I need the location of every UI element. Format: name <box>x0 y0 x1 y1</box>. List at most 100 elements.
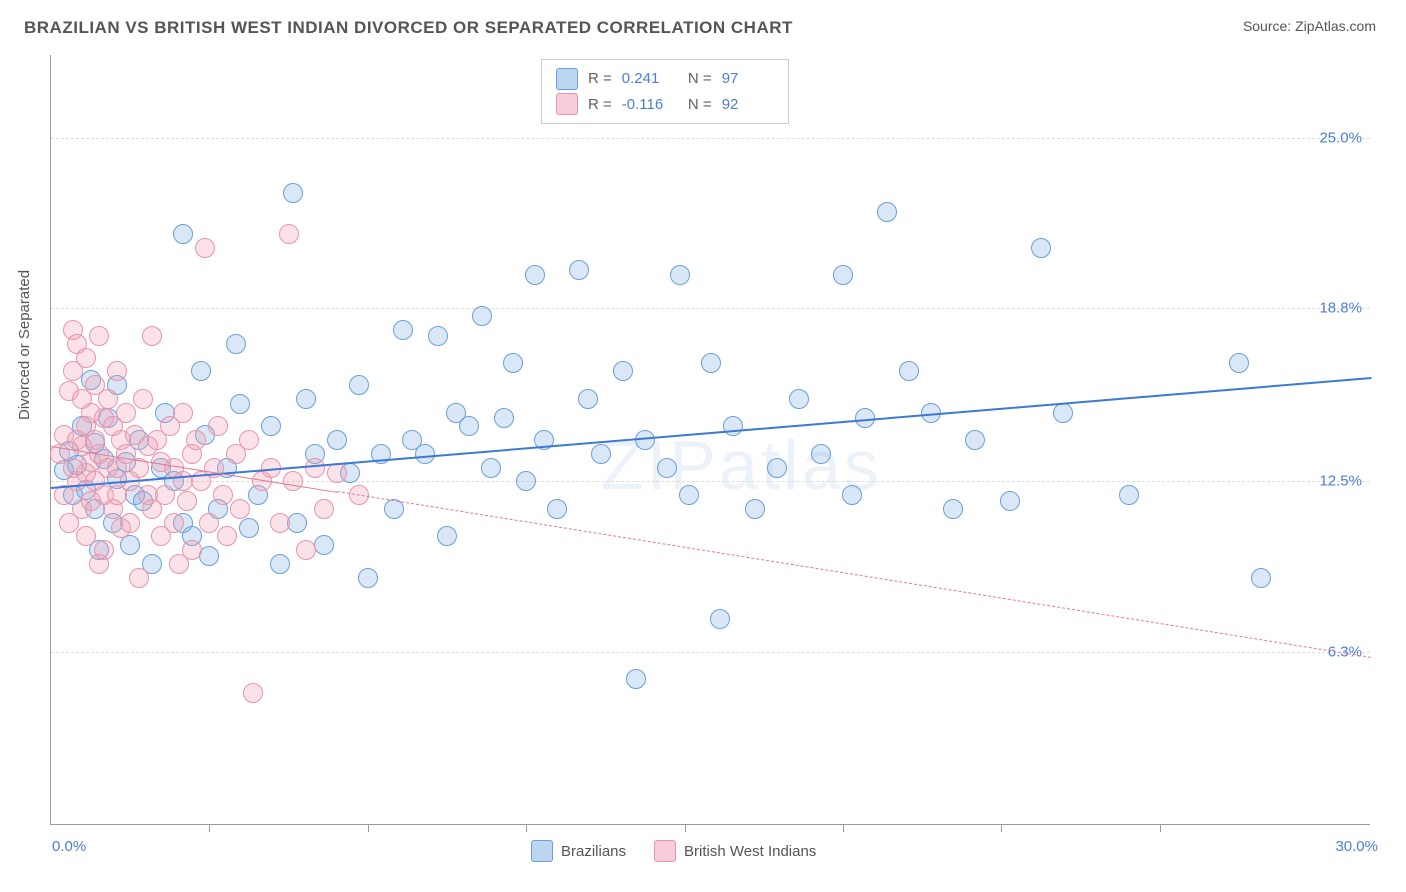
data-point <box>811 444 831 464</box>
correlation-stats-box: R = 0.241 N = 97R = -0.116 N = 92 <box>541 59 789 124</box>
data-point <box>569 260 589 280</box>
data-point <box>142 326 162 346</box>
data-point <box>459 416 479 436</box>
source-attribution: Source: ZipAtlas.com <box>1243 18 1376 34</box>
x-tick <box>1001 824 1002 832</box>
data-point <box>626 669 646 689</box>
data-point <box>842 485 862 505</box>
data-point <box>1251 568 1271 588</box>
r-label: R = <box>588 66 612 92</box>
data-point <box>670 265 690 285</box>
series-swatch <box>556 93 578 115</box>
scatter-chart: ZIPatlas R = 0.241 N = 97R = -0.116 N = … <box>50 55 1370 825</box>
data-point <box>591 444 611 464</box>
data-point <box>230 499 250 519</box>
data-point <box>393 320 413 340</box>
data-point <box>98 389 118 409</box>
data-point <box>1229 353 1249 373</box>
x-tick <box>368 824 369 832</box>
data-point <box>164 513 184 533</box>
data-point <box>239 518 259 538</box>
data-point <box>94 540 114 560</box>
data-point <box>230 394 250 414</box>
data-point <box>133 389 153 409</box>
y-tick-label: 25.0% <box>1319 129 1362 146</box>
x-axis-max: 30.0% <box>1335 838 1378 855</box>
data-point <box>657 458 677 478</box>
data-point <box>279 224 299 244</box>
data-point <box>437 526 457 546</box>
data-point <box>314 535 334 555</box>
data-point <box>129 568 149 588</box>
x-tick <box>526 824 527 832</box>
n-label: N = <box>684 66 712 92</box>
data-point <box>1119 485 1139 505</box>
data-point <box>578 389 598 409</box>
data-point <box>213 485 233 505</box>
data-point <box>270 513 290 533</box>
data-point <box>173 403 193 423</box>
stat-row: R = 0.241 N = 97 <box>556 66 774 92</box>
data-point <box>472 306 492 326</box>
chart-title: BRAZILIAN VS BRITISH WEST INDIAN DIVORCE… <box>24 18 793 38</box>
data-point <box>89 326 109 346</box>
data-point <box>428 326 448 346</box>
data-point <box>226 334 246 354</box>
data-point <box>107 361 127 381</box>
legend-swatch <box>531 840 553 862</box>
data-point <box>547 499 567 519</box>
n-value: 92 <box>722 92 774 118</box>
data-point <box>833 265 853 285</box>
data-point <box>525 265 545 285</box>
y-tick-label: 12.5% <box>1319 473 1362 490</box>
data-point <box>191 361 211 381</box>
data-point <box>283 471 303 491</box>
data-point <box>1031 238 1051 258</box>
data-point <box>1000 491 1020 511</box>
data-point <box>516 471 536 491</box>
data-point <box>199 546 219 566</box>
data-point <box>76 526 96 546</box>
y-axis-label: Divorced or Separated <box>16 270 33 420</box>
data-point <box>182 540 202 560</box>
data-point <box>789 389 809 409</box>
legend-item: Brazilians <box>531 840 626 862</box>
data-point <box>217 526 237 546</box>
data-point <box>195 238 215 258</box>
data-point <box>296 540 316 560</box>
data-point <box>745 499 765 519</box>
data-point <box>327 430 347 450</box>
data-point <box>120 513 140 533</box>
data-point <box>76 348 96 368</box>
gridline <box>51 652 1370 653</box>
x-tick <box>843 824 844 832</box>
data-point <box>287 513 307 533</box>
data-point <box>965 430 985 450</box>
legend: Brazilians British West Indians <box>531 840 816 862</box>
data-point <box>723 416 743 436</box>
data-point <box>701 353 721 373</box>
data-point <box>283 183 303 203</box>
data-point <box>943 499 963 519</box>
n-label: N = <box>684 92 712 118</box>
stat-row: R = -0.116 N = 92 <box>556 92 774 118</box>
n-value: 97 <box>722 66 774 92</box>
data-point <box>494 408 514 428</box>
trend-line <box>337 491 1371 658</box>
data-point <box>358 568 378 588</box>
data-point <box>314 499 334 519</box>
x-tick <box>1160 824 1161 832</box>
data-point <box>270 554 290 574</box>
data-point <box>349 375 369 395</box>
data-point <box>899 361 919 381</box>
r-value: 0.241 <box>622 66 674 92</box>
data-point <box>155 485 175 505</box>
data-point <box>199 513 219 533</box>
data-point <box>296 389 316 409</box>
legend-label: British West Indians <box>684 843 816 860</box>
data-point <box>243 683 263 703</box>
data-point <box>116 403 136 423</box>
x-axis-min: 0.0% <box>52 838 86 855</box>
data-point <box>503 353 523 373</box>
gridline <box>51 138 1370 139</box>
